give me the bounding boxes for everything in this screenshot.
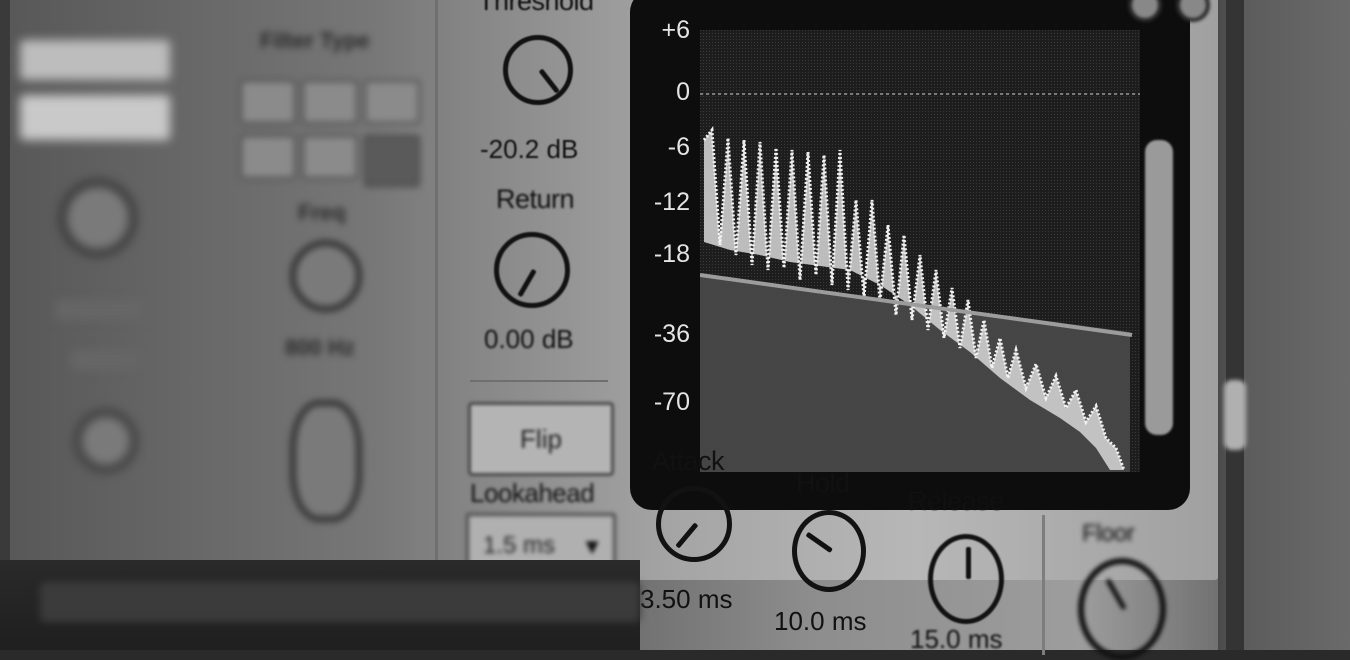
- controls-divider: [470, 380, 608, 382]
- filter-highpass-button[interactable]: [364, 80, 420, 124]
- threshold-knob-indicator: [538, 68, 560, 94]
- filter-lowpass-button[interactable]: [240, 80, 296, 124]
- section-divider: [435, 0, 438, 560]
- waveform-outline: [702, 126, 1126, 471]
- y-axis-label-0: 0: [676, 78, 690, 106]
- hold-knob[interactable]: [792, 510, 866, 592]
- threshold-label: Threshold: [478, 0, 594, 16]
- filter-option-2-button[interactable]: [302, 135, 358, 179]
- floor-label: Floor: [1082, 520, 1135, 547]
- gate-plot-area: [700, 30, 1140, 472]
- hold-value: 10.0 ms: [774, 606, 867, 636]
- y-axis-label-minus70: -70: [653, 388, 690, 416]
- bottom-device-bar: [40, 582, 640, 622]
- attack-label: Attack: [652, 446, 725, 476]
- y-axis-label-minus6: -6: [667, 133, 690, 161]
- attack-knob-indicator: [675, 522, 699, 549]
- return-knob-indicator: [517, 268, 537, 298]
- freq-label: Freq: [298, 200, 346, 225]
- q-knob[interactable]: [290, 400, 362, 522]
- filter-type-label: Filter Type: [260, 28, 370, 53]
- filter-bandpass-button[interactable]: [302, 80, 358, 124]
- floor-knob[interactable]: [1078, 558, 1166, 660]
- power-icon[interactable]: [1176, 0, 1210, 22]
- floor-divider: [1042, 515, 1045, 655]
- mix-knob[interactable]: [75, 410, 137, 472]
- release-knob-indicator: [966, 547, 971, 579]
- gain-knob[interactable]: [60, 180, 136, 256]
- sidechain-section: [0, 0, 230, 540]
- release-value: 15.0 ms: [910, 624, 1003, 654]
- y-axis-label-minus36: -36: [653, 320, 690, 348]
- gate-waveform-graph: [700, 30, 1140, 472]
- chevron-down-icon: ▼: [581, 534, 603, 559]
- attack-knob[interactable]: [656, 486, 732, 562]
- lookahead-selected-value: 1.5 ms: [483, 532, 556, 559]
- mix-label: [70, 350, 140, 370]
- waveform-shape: [704, 130, 1124, 470]
- sidechain-bar-2: [20, 95, 170, 140]
- y-axis-label-minus12: -12: [653, 188, 690, 216]
- return-knob[interactable]: [494, 232, 570, 308]
- threshold-line[interactable]: [700, 273, 1133, 337]
- lookahead-label: Lookahead: [470, 478, 595, 508]
- settings-icon[interactable]: [1128, 0, 1162, 22]
- release-label: Release: [908, 486, 1004, 516]
- sidechain-bar-1: [20, 40, 170, 80]
- threshold-value: -20.2 dB: [480, 134, 579, 164]
- scrollbar-track[interactable]: [1226, 0, 1244, 650]
- flip-button[interactable]: Flip: [468, 402, 614, 476]
- hold-knob-indicator: [805, 531, 833, 554]
- hold-label: Hold: [796, 468, 850, 498]
- return-label: Return: [496, 184, 575, 214]
- freq-value: 800 Hz: [285, 335, 355, 360]
- freq-knob[interactable]: [290, 240, 362, 312]
- gated-region: [700, 275, 1130, 472]
- floor-knob-indicator: [1105, 578, 1127, 611]
- release-knob[interactable]: [928, 534, 1004, 624]
- right-scroll-area: [1218, 0, 1350, 650]
- attack-value: 3.50 ms: [640, 584, 733, 614]
- gain-value: [55, 300, 145, 320]
- scrollbar-thumb[interactable]: [1224, 380, 1246, 450]
- y-axis-label-plus6: +6: [661, 16, 690, 44]
- threshold-knob[interactable]: [503, 35, 573, 105]
- bottom-device-strip: [0, 560, 640, 650]
- return-value: 0.00 dB: [484, 324, 574, 354]
- filter-section: Filter Type Freq 800 Hz: [230, 0, 440, 540]
- filter-option-1-button[interactable]: [240, 135, 296, 179]
- y-axis-label-minus18: -18: [653, 240, 690, 268]
- output-level-meter: [1145, 140, 1173, 435]
- filter-option-3-button[interactable]: [364, 135, 420, 187]
